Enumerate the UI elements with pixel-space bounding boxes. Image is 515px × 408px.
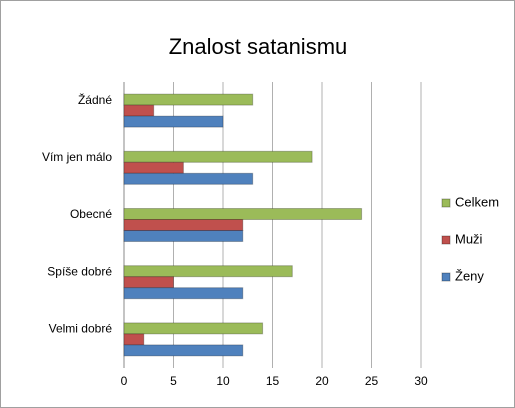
x-tick-label: 5 (170, 374, 177, 388)
bar (123, 161, 184, 174)
legend-swatch (441, 235, 451, 245)
bar (123, 230, 244, 242)
bar (123, 115, 224, 128)
legend-swatch (441, 272, 451, 282)
legend-label: Muži (455, 231, 483, 246)
y-tick-label: Žádné (78, 92, 112, 107)
legend-swatch (441, 198, 451, 208)
x-tick-label: 15 (266, 374, 280, 388)
chart-title: Znalost satanismu (169, 34, 348, 59)
bar (123, 150, 313, 163)
legend-label: Celkem (455, 194, 499, 209)
bar (123, 208, 363, 220)
x-tick-label: 25 (365, 374, 379, 388)
bar (123, 287, 244, 300)
x-tick-label: 10 (216, 374, 230, 388)
bar (123, 93, 254, 106)
y-tick-label: Obecné (70, 207, 112, 221)
bar (123, 104, 155, 117)
x-tick-label: 0 (121, 374, 128, 388)
legend-label: Ženy (455, 268, 484, 283)
bar (123, 344, 244, 357)
y-tick-label: Spíše dobré (47, 264, 112, 278)
x-tick-label: 30 (414, 374, 428, 388)
x-tick-label: 20 (315, 374, 329, 388)
bar (123, 172, 254, 185)
bar (123, 219, 244, 231)
bar (123, 276, 174, 289)
bar (123, 265, 293, 278)
bar (123, 333, 145, 346)
bar (123, 322, 264, 335)
y-tick-label: Vím jen málo (42, 150, 112, 164)
y-tick-label: Velmi dobré (49, 322, 113, 336)
